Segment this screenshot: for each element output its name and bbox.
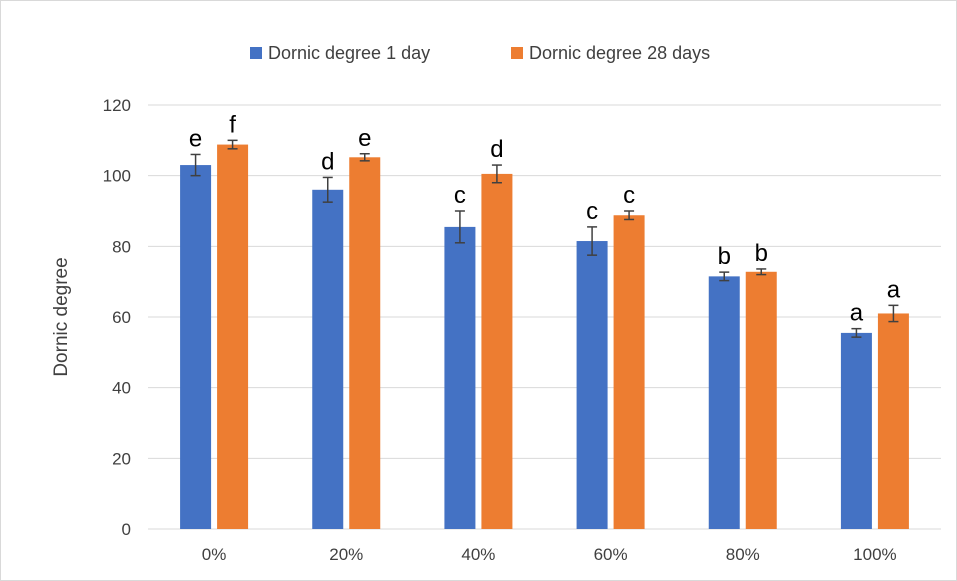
- significance-letter: b: [755, 240, 768, 267]
- bar: [745, 271, 777, 529]
- bar: [613, 215, 645, 530]
- y-tick-label: 60: [112, 308, 131, 327]
- legend-label: Dornic degree 1 day: [268, 43, 430, 63]
- x-tick-label: 80%: [726, 545, 760, 564]
- x-tick-label: 0%: [202, 545, 227, 564]
- y-tick-label: 40: [112, 379, 131, 398]
- y-tick-label: 80: [112, 237, 131, 256]
- y-tick-label: 20: [112, 449, 131, 468]
- x-tick-label: 20%: [329, 545, 363, 564]
- bars-group: [180, 144, 909, 530]
- significance-letter: c: [623, 182, 635, 209]
- error-bars-group: [190, 139, 899, 338]
- chart-legend: Dornic degree 1 day Dornic degree 28 days: [250, 43, 710, 63]
- x-tick-label: 60%: [594, 545, 628, 564]
- significance-letter: e: [358, 125, 371, 152]
- bar: [481, 173, 513, 529]
- significance-letter: a: [887, 276, 901, 303]
- bar: [312, 189, 344, 530]
- significance-letter: c: [454, 182, 466, 209]
- bar: [840, 332, 872, 529]
- y-tick-label: 120: [103, 96, 131, 115]
- bar: [217, 144, 249, 529]
- bar: [708, 276, 740, 529]
- x-axis-ticks: 0% 20% 40% 60% 80% 100%: [202, 545, 897, 564]
- y-axis-title: Dornic degree: [51, 257, 72, 376]
- legend-label: Dornic degree 28 days: [529, 43, 710, 63]
- x-tick-label: 40%: [461, 545, 495, 564]
- y-tick-label: 0: [122, 520, 131, 539]
- significance-letter: d: [490, 136, 503, 163]
- y-tick-label: 100: [103, 167, 131, 186]
- significance-letter: f: [229, 111, 236, 138]
- bar: [444, 226, 476, 529]
- legend-swatch: [250, 47, 262, 59]
- significance-letter: d: [321, 148, 334, 175]
- significance-letter: e: [189, 125, 202, 152]
- significance-letter: a: [850, 300, 864, 327]
- bar: [180, 165, 212, 530]
- significance-letter: c: [586, 198, 598, 225]
- significance-letter: b: [718, 243, 731, 270]
- bar: [576, 241, 608, 530]
- bar: [349, 157, 381, 529]
- legend-swatch: [511, 47, 523, 59]
- bar: [877, 313, 909, 529]
- x-tick-label: 100%: [853, 545, 896, 564]
- y-axis-ticks: 0 20 40 60 80 100 120: [103, 96, 131, 539]
- gridlines: [148, 104, 941, 530]
